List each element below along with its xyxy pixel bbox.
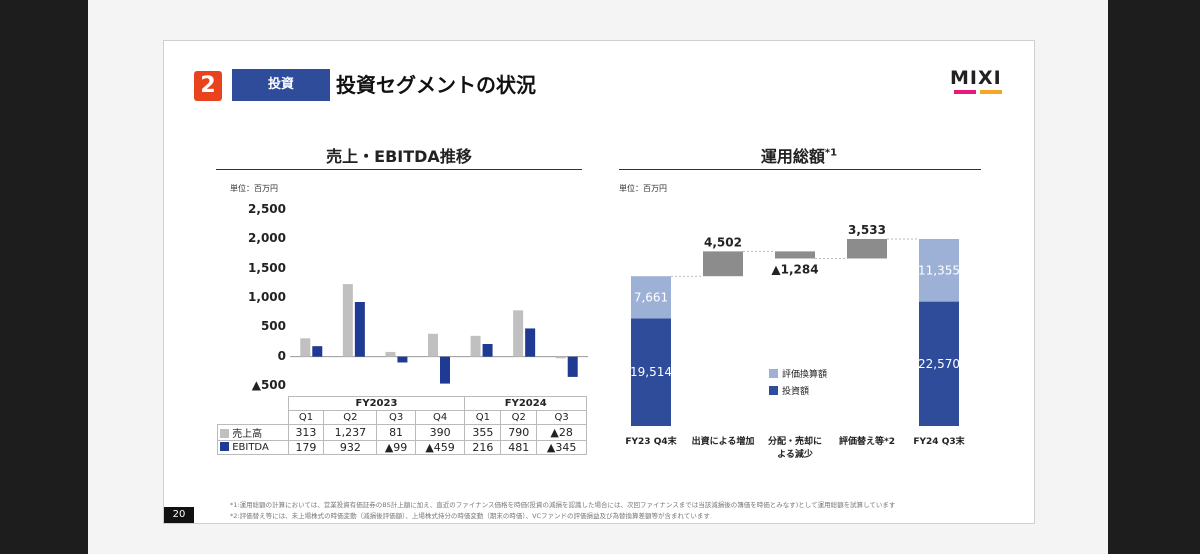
valuation-value-label: 11,355 xyxy=(918,263,960,277)
footnote-1: *1:運用総額の計算においては、営業投資有価証券のBS計上額に加え、直近のファイ… xyxy=(230,501,896,509)
investment-bar xyxy=(631,318,671,426)
category-label: FY23 Q4末 xyxy=(625,435,677,447)
right-chart-title-text: 運用総額 xyxy=(760,147,825,166)
revenue-ebitda-table: FY2023 FY2024 Q1 Q2 Q3 Q4 Q1 Q2 Q3 売上高 313 1,23… xyxy=(217,396,587,455)
quarter-header: Q1 xyxy=(287,410,325,425)
valuation-bar xyxy=(631,276,671,319)
ebitda-value-cell: 179 xyxy=(287,440,325,455)
ebitda-value-cell: ▲99 xyxy=(376,440,416,455)
sales-value-cell: 313 xyxy=(287,424,325,441)
sales-value-cell: ▲28 xyxy=(536,424,587,441)
sales-legend-swatch xyxy=(220,429,229,438)
y-tick-label: 2,500 xyxy=(248,202,286,216)
ebitda-bar xyxy=(312,346,323,357)
right-unit-label: 単位：百万円 xyxy=(619,184,667,193)
revenue-ebitda-chart xyxy=(290,284,588,384)
fy2023-header: FY2023 xyxy=(287,396,466,411)
sales-value-cell: 790 xyxy=(500,424,538,441)
change-bar xyxy=(847,238,887,259)
category-label: 分配・売却による減少 xyxy=(768,435,822,460)
y-tick-label: 2,000 xyxy=(248,231,286,246)
page-title: 投資セグメントの状況 xyxy=(336,73,536,97)
y-tick-label: 0 xyxy=(277,348,286,363)
y-tick-label: 1,500 xyxy=(248,260,286,275)
section-label: 投資 xyxy=(232,69,330,101)
sales-value-cell: 355 xyxy=(464,424,502,441)
footnote-2: *2:評価替え等には、未上場株式の時価変動（減損後評価額）、上場株式持分の時価変… xyxy=(230,512,710,520)
legend-swatch xyxy=(769,386,778,395)
sales-bar xyxy=(428,333,438,357)
y-tick-label: 500 xyxy=(260,319,286,334)
table-row: 売上高 313 1,237 81 390 355 790 ▲28 xyxy=(217,424,587,441)
section-number-badge: 2 xyxy=(194,71,222,101)
change-bar xyxy=(703,251,743,277)
sales-bar xyxy=(300,338,311,357)
ebitda-bar xyxy=(482,343,493,357)
category-label: 評価替え等*2 xyxy=(839,435,895,447)
ebitda-value-cell: 481 xyxy=(500,440,538,455)
mixi-logo: MIXI xyxy=(950,67,1002,89)
legend-label: 評価換算額 xyxy=(782,368,827,380)
y-tick-label: 1,000 xyxy=(248,290,286,304)
category-label: FY24 Q3末 xyxy=(913,435,965,447)
slide: 2 投資 投資セグメントの状況 MIXI 売上・EBITDA推移 単位：百万円 … xyxy=(163,40,1035,524)
ebitda-bar xyxy=(397,356,408,363)
sales-bar xyxy=(470,335,481,357)
logo-bar-yellow xyxy=(980,90,1002,94)
ebitda-row-label: EBITDA xyxy=(217,440,289,455)
page-number: 20 xyxy=(164,507,194,523)
quarter-header: Q1 xyxy=(464,410,502,425)
ebitda-legend-swatch xyxy=(220,442,229,451)
category-label: 出資による増加 xyxy=(692,435,755,447)
sales-legend-label: 売上高 xyxy=(232,429,263,440)
ebitda-value-cell: 216 xyxy=(464,440,502,455)
sales-bar xyxy=(513,310,524,357)
right-chart-title-sup: *1 xyxy=(824,147,838,159)
aum-waterfall-chart: 19,514 7,661 4,502 ▲1,284 3,533 22,570 11,355 F… xyxy=(625,223,965,460)
investment-bar xyxy=(919,301,959,426)
change-value-label: 4,502 xyxy=(704,235,742,249)
ebitda-bar xyxy=(354,301,365,357)
ebitda-legend-label: EBITDA xyxy=(232,442,269,453)
right-title-rule xyxy=(619,169,981,170)
valuation-value-label: 7,661 xyxy=(634,290,668,304)
quarter-header: Q3 xyxy=(536,410,587,425)
right-chart-title: 運用総額*1 xyxy=(619,143,979,167)
legend-swatch xyxy=(769,369,778,378)
investment-value-label: 19,514 xyxy=(630,365,672,379)
logo-bar-pink xyxy=(954,90,976,94)
ebitda-value-cell: ▲459 xyxy=(414,440,466,455)
quarter-header: Q2 xyxy=(500,410,538,425)
table-row: Q1 Q2 Q3 Q4 Q1 Q2 Q3 xyxy=(218,410,587,425)
legend-label: 投資額 xyxy=(782,385,809,397)
sales-bar xyxy=(385,351,396,357)
change-value-label: ▲1,284 xyxy=(771,262,818,276)
quarter-header: Q4 xyxy=(414,410,466,425)
sales-value-cell: 1,237 xyxy=(323,424,378,441)
sales-value-cell: 390 xyxy=(414,424,466,441)
left-chart-title: 売上・EBITDA推移 xyxy=(326,147,472,166)
quarter-header: Q3 xyxy=(376,410,416,425)
table-row: EBITDA 179 932 ▲99 ▲459 216 481 ▲345 xyxy=(217,440,587,455)
quarter-header: Q2 xyxy=(323,410,378,425)
ebitda-value-cell: ▲345 xyxy=(536,440,587,455)
sales-row-label: 売上高 xyxy=(217,424,289,441)
ebitda-value-cell: 932 xyxy=(323,440,378,455)
sales-value-cell: 81 xyxy=(376,424,416,441)
table-corner xyxy=(218,411,289,425)
y-tick-label: ▲500 xyxy=(251,378,286,392)
ebitda-bar xyxy=(525,328,536,357)
sales-bar xyxy=(555,356,566,359)
ebitda-bar xyxy=(567,356,578,377)
investment-value-label: 22,570 xyxy=(918,357,960,371)
table-corner xyxy=(218,397,289,411)
change-bar xyxy=(775,251,815,259)
change-value-label: 3,533 xyxy=(848,223,886,237)
left-title-rule xyxy=(216,169,582,170)
ebitda-bar xyxy=(440,356,450,384)
sales-bar xyxy=(342,284,353,357)
valuation-bar xyxy=(919,239,959,302)
left-unit-label: 単位：百万円 xyxy=(230,184,278,193)
fy2024-header: FY2024 xyxy=(464,396,587,411)
